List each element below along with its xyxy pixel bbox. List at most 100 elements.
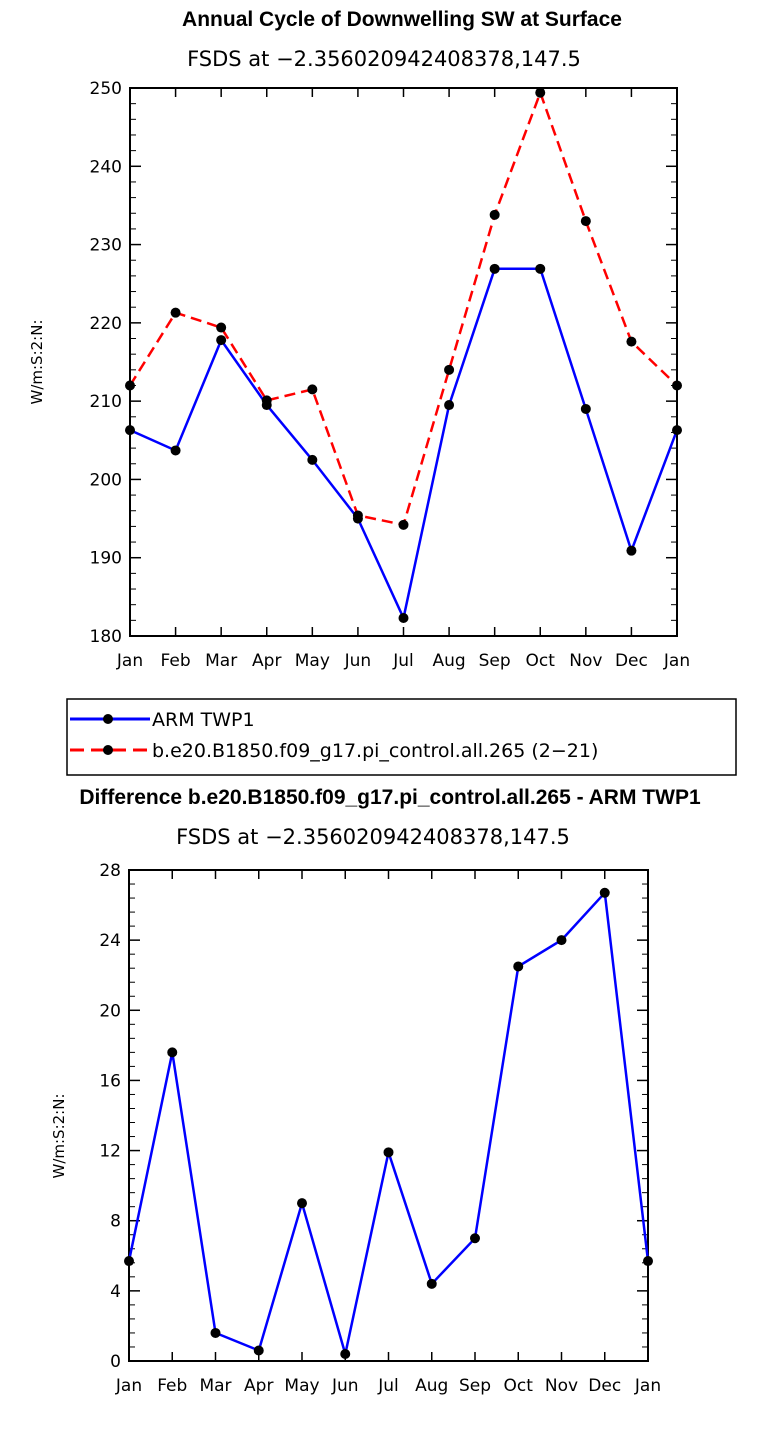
chart1-ytick-label: 200 [90,470,122,490]
chart1-ytick-label: 240 [90,157,122,177]
chart1-xtick-label: Jun [344,651,372,671]
chart1-point-1 [580,216,591,227]
chart2-xtick-label: Sep [459,1376,491,1396]
chart1-ytick-label: 220 [90,314,122,334]
chart2-point-0 [643,1256,653,1267]
chart2-ytick-label: 24 [99,931,121,951]
chart2-ytick-label: 20 [99,1001,121,1021]
chart1-xtick-label: Jul [392,651,414,671]
chart1-xtick-label: Dec [615,651,648,671]
chart1-point-1 [125,380,135,391]
chart2-ytick-label: 28 [99,861,121,881]
chart1-axes: Jan Feb Mar Apr May Jun Jul Aug Sep Oct Nov Dec Jan 1… [90,79,691,671]
chart1-xtick-label: Jan [116,651,143,671]
chart1-point-0 [125,425,135,436]
chart2-point-0 [426,1278,437,1289]
difference-chart: Difference b.e20.B1850.f09_g17.pi_contro… [50,786,701,1396]
chart2-xtick-label: Dec [588,1376,621,1396]
chart1-xtick-label: Apr [252,651,281,671]
annual-cycle-chart: Annual Cycle of Downwelling SW at Surfac… [28,8,690,671]
legend-label-model: b.e20.B1850.f09_g17.pi_control.all.265 (… [152,740,598,762]
chart2-xtick-label: May [284,1376,319,1396]
chart1-ytick-label: 210 [90,392,122,412]
chart2-series-line-0 [127,889,650,1355]
chart1-point-0 [216,335,227,346]
legend-entry-model: b.e20.B1850.f09_g17.pi_control.all.265 (… [70,740,598,762]
chart2-ytick-label: 16 [99,1071,121,1091]
chart2-xtick-label: Jan [634,1376,661,1396]
chart2-point-0 [513,961,524,972]
chart1-point-1 [216,322,227,333]
chart2-xtick-label: Nov [545,1376,578,1396]
chart2-point-0 [124,1256,134,1267]
chart2-point-0 [210,1327,221,1338]
chart1-point-1 [307,384,318,395]
chart1-point-1 [489,209,500,220]
chart2-point-0 [556,935,567,946]
chart2-xtick-label: Mar [199,1376,231,1396]
chart1-point-1 [261,395,272,406]
chart2-xtick-label: Jun [331,1376,359,1396]
chart2-xtick-label: Apr [244,1376,273,1396]
chart1-xtick-label: Jan [663,651,690,671]
chart1-point-0 [398,612,409,623]
chart2-axes: Jan Feb Mar Apr May Jun Jul Aug Sep Oct Nov Dec Jan 0… [99,861,661,1396]
chart2-marks [124,887,653,1359]
chart1-point-0 [444,400,455,411]
chart1-xtick-label: Mar [205,651,237,671]
legend-marker-model [103,745,113,755]
chart1-ytick-label: 250 [90,79,122,99]
chart1-title: Annual Cycle of Downwelling SW at Surfac… [182,8,622,31]
chart1-xtick-label: May [295,651,330,671]
legend-entry-arm: ARM TWP1 [70,709,255,731]
chart2-ylabel: W/m:S:2:N: [50,1094,68,1179]
chart1-ytick-label: 180 [90,627,122,647]
chart2-xtick-label: Feb [157,1376,187,1396]
chart2-ytick-label: 8 [110,1212,121,1232]
chart1-xtick-label: Aug [432,651,465,671]
chart2-point-0 [340,1348,351,1359]
chart2-xtick-label: Aug [415,1376,448,1396]
chart1-ylabel: W/m:S:2:N: [28,320,46,405]
chart2-point-0 [470,1233,480,1244]
chart1-point-0 [535,263,546,274]
chart2-point-0 [297,1198,307,1209]
chart1-point-1 [352,510,363,521]
legend: ARM TWP1 b.e20.B1850.f09_g17.pi_control.… [66,698,737,776]
chart1-series-line-0 [129,267,679,622]
chart1-point-1 [672,380,682,391]
chart1-point-0 [170,445,181,456]
legend-label-arm: ARM TWP1 [152,709,255,731]
chart1-series-line-1 [128,89,678,527]
chart1-point-1 [535,87,546,98]
chart1-point-1 [398,519,409,530]
chart2-subtitle: FSDS at −2.356020942408378,147.5 [176,825,570,849]
chart2-ytick-label: 4 [110,1282,121,1302]
chart2-title: Difference b.e20.B1850.f09_g17.pi_contro… [79,786,701,809]
chart1-ytick-label: 230 [90,236,122,256]
chart1-point-0 [580,403,591,414]
chart1-marks [125,87,682,623]
chart1-point-0 [307,454,318,465]
chart2-frame [128,869,649,1362]
chart1-point-0 [672,425,682,436]
chart1-xtick-label: Sep [479,651,511,671]
chart2-ytick-label: 12 [99,1142,121,1162]
chart1-ytick-label: 190 [90,549,122,569]
chart1-point-1 [170,307,181,318]
chart1-point-0 [626,545,637,556]
chart2-point-0 [253,1345,264,1356]
chart2-point-0 [167,1047,178,1058]
chart1-xtick-label: Feb [161,651,191,671]
legend-box [66,698,737,776]
chart2-point-0 [599,887,610,898]
chart1-point-1 [444,364,455,375]
chart1-xtick-label: Nov [569,651,602,671]
chart1-xtick-label: Oct [526,651,556,671]
chart2-ytick-label: 0 [110,1352,121,1372]
chart2-point-0 [383,1147,394,1158]
legend-marker-arm [103,714,113,724]
chart2-xtick-label: Jan [115,1376,142,1396]
chart1-subtitle: FSDS at −2.356020942408378,147.5 [187,47,581,71]
chart1-point-0 [489,263,500,274]
